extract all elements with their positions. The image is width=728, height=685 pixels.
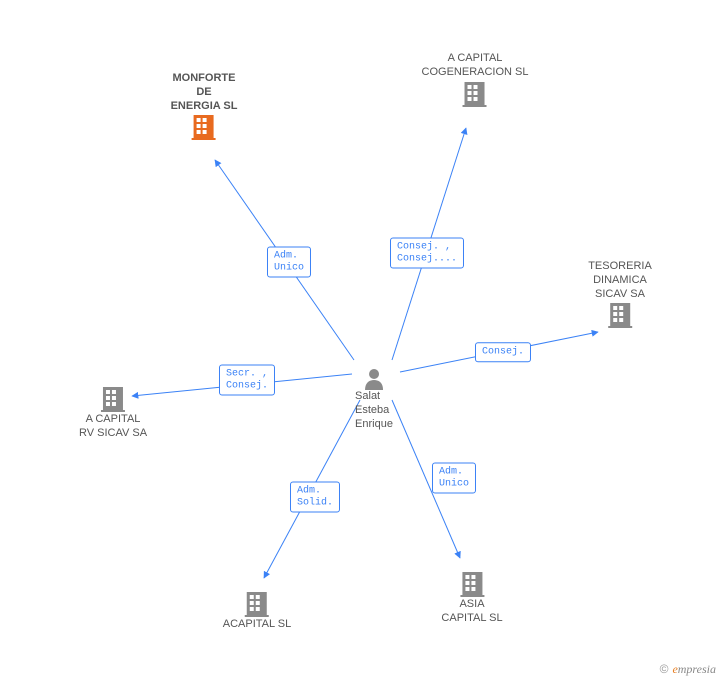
- company-label: TESORERIA DINAMICA SICAV SA: [588, 260, 652, 301]
- building-icon: [243, 590, 271, 618]
- center-person-label: Salat Esteba Enrique: [355, 390, 393, 431]
- company-node-acapital_sl[interactable]: ACAPITAL SL: [223, 590, 291, 632]
- center-person-node[interactable]: Salat Esteba Enrique: [355, 368, 393, 431]
- company-label: ACAPITAL SL: [223, 618, 291, 632]
- building-icon: [461, 80, 489, 108]
- company-label: A CAPITAL COGENERACION SL: [422, 52, 529, 80]
- watermark: ©empresia: [660, 662, 716, 677]
- company-label: ASIA CAPITAL SL: [441, 598, 502, 626]
- person-icon: [364, 368, 384, 390]
- company-node-asia[interactable]: ASIA CAPITAL SL: [441, 570, 502, 626]
- company-node-acapital_cogen[interactable]: A CAPITAL COGENERACION SL: [422, 52, 529, 108]
- edge-label-monforte: Adm. Unico: [267, 247, 311, 278]
- building-icon: [99, 385, 127, 413]
- edges-layer: [0, 0, 728, 685]
- copyright-symbol: ©: [660, 662, 669, 676]
- brand-rest: mpresia: [678, 662, 716, 676]
- edge-label-rv_sicav: Secr. , Consej.: [219, 365, 275, 396]
- edge-label-asia: Adm. Unico: [432, 463, 476, 494]
- company-node-tesoreria[interactable]: TESORERIA DINAMICA SICAV SA: [588, 260, 652, 329]
- edge-label-acapital_cogen: Consej. , Consej....: [390, 238, 464, 269]
- company-node-rv_sicav[interactable]: A CAPITAL RV SICAV SA: [79, 385, 147, 441]
- edge-label-tesoreria: Consej.: [475, 342, 531, 362]
- diagram-canvas: Salat Esteba Enrique MONFORTE DE ENERGIA…: [0, 0, 728, 685]
- building-icon: [190, 113, 218, 141]
- company-label: A CAPITAL RV SICAV SA: [79, 413, 147, 441]
- building-icon: [606, 301, 634, 329]
- company-label: MONFORTE DE ENERGIA SL: [171, 72, 238, 113]
- company-node-monforte[interactable]: MONFORTE DE ENERGIA SL: [171, 72, 238, 141]
- building-icon: [458, 570, 486, 598]
- edge-label-acapital_sl: Adm. Solid.: [290, 482, 340, 513]
